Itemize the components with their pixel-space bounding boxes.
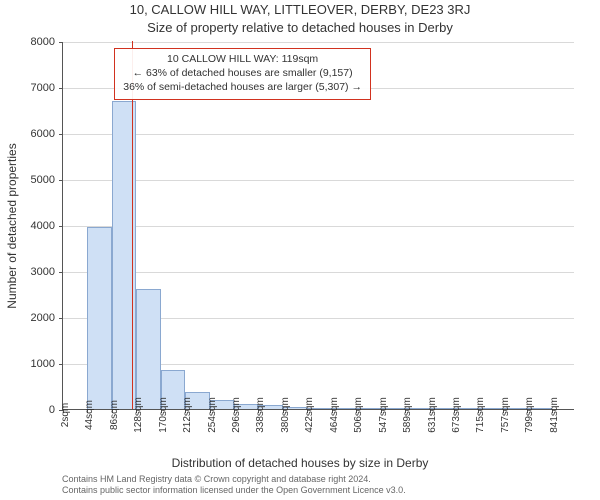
x-tick-label: 212sqm (182, 397, 193, 433)
caption-line-2: Contains public sector information licen… (62, 485, 406, 496)
x-tick-label: 757sqm (500, 397, 511, 433)
x-tick-label: 631sqm (427, 397, 438, 433)
x-tick-label: 44sqm (84, 400, 95, 430)
y-tick-label: 6000 (31, 128, 55, 140)
y-tick (59, 272, 63, 273)
y-axis-title: Number of detached properties (5, 143, 19, 308)
x-tick-label: 589sqm (402, 397, 413, 433)
y-tick (59, 226, 63, 227)
chart-title: 10, CALLOW HILL WAY, LITTLEOVER, DERBY, … (0, 2, 600, 17)
x-axis-title: Distribution of detached houses by size … (0, 456, 600, 470)
x-tick-label: 254sqm (207, 397, 218, 433)
chart-subtitle: Size of property relative to detached ho… (0, 20, 600, 35)
grid-line (63, 180, 574, 181)
y-tick (59, 42, 63, 43)
grid-line (63, 42, 574, 43)
y-tick-label: 0 (49, 404, 55, 416)
x-tick-label: 422sqm (304, 397, 315, 433)
caption: Contains HM Land Registry data © Crown c… (62, 474, 406, 497)
x-tick-label: 841sqm (549, 397, 560, 433)
x-tick-label: 128sqm (133, 397, 144, 433)
x-tick-label: 715sqm (475, 397, 486, 433)
reference-annotation: 10 CALLOW HILL WAY: 119sqm ← 63% of deta… (114, 48, 371, 100)
y-tick (59, 88, 63, 89)
y-tick-label: 4000 (31, 220, 55, 232)
x-tick-label: 380sqm (280, 397, 291, 433)
x-tick-label: 2sqm (60, 403, 71, 427)
y-tick-label: 5000 (31, 174, 55, 186)
x-tick-label: 799sqm (524, 397, 535, 433)
histogram-bar (87, 227, 111, 409)
histogram-bar (136, 289, 160, 409)
x-tick-label: 506sqm (353, 397, 364, 433)
y-tick-label: 8000 (31, 36, 55, 48)
x-tick-label: 338sqm (255, 397, 266, 433)
x-tick-label: 170sqm (158, 397, 169, 433)
annotation-line-3: 36% of semi-detached houses are larger (… (123, 80, 362, 94)
annotation-line-1: 10 CALLOW HILL WAY: 119sqm (123, 52, 362, 66)
y-tick-label: 3000 (31, 266, 55, 278)
y-tick-label: 1000 (31, 358, 55, 370)
grid-line (63, 272, 574, 273)
x-tick-label: 86sqm (109, 400, 120, 430)
y-tick-label: 7000 (31, 82, 55, 94)
y-tick-label: 2000 (31, 312, 55, 324)
annotation-line-2: ← 63% of detached houses are smaller (9,… (123, 66, 362, 80)
grid-line (63, 134, 574, 135)
x-tick-label: 296sqm (231, 397, 242, 433)
y-tick (59, 318, 63, 319)
y-tick (59, 180, 63, 181)
x-tick-label: 464sqm (329, 397, 340, 433)
x-tick-label: 547sqm (378, 397, 389, 433)
x-tick-label: 673sqm (451, 397, 462, 433)
y-tick (59, 134, 63, 135)
grid-line (63, 226, 574, 227)
y-tick (59, 364, 63, 365)
caption-line-1: Contains HM Land Registry data © Crown c… (62, 474, 406, 485)
chart-plot-area: 0100020003000400050006000700080002sqm44s… (62, 42, 574, 410)
